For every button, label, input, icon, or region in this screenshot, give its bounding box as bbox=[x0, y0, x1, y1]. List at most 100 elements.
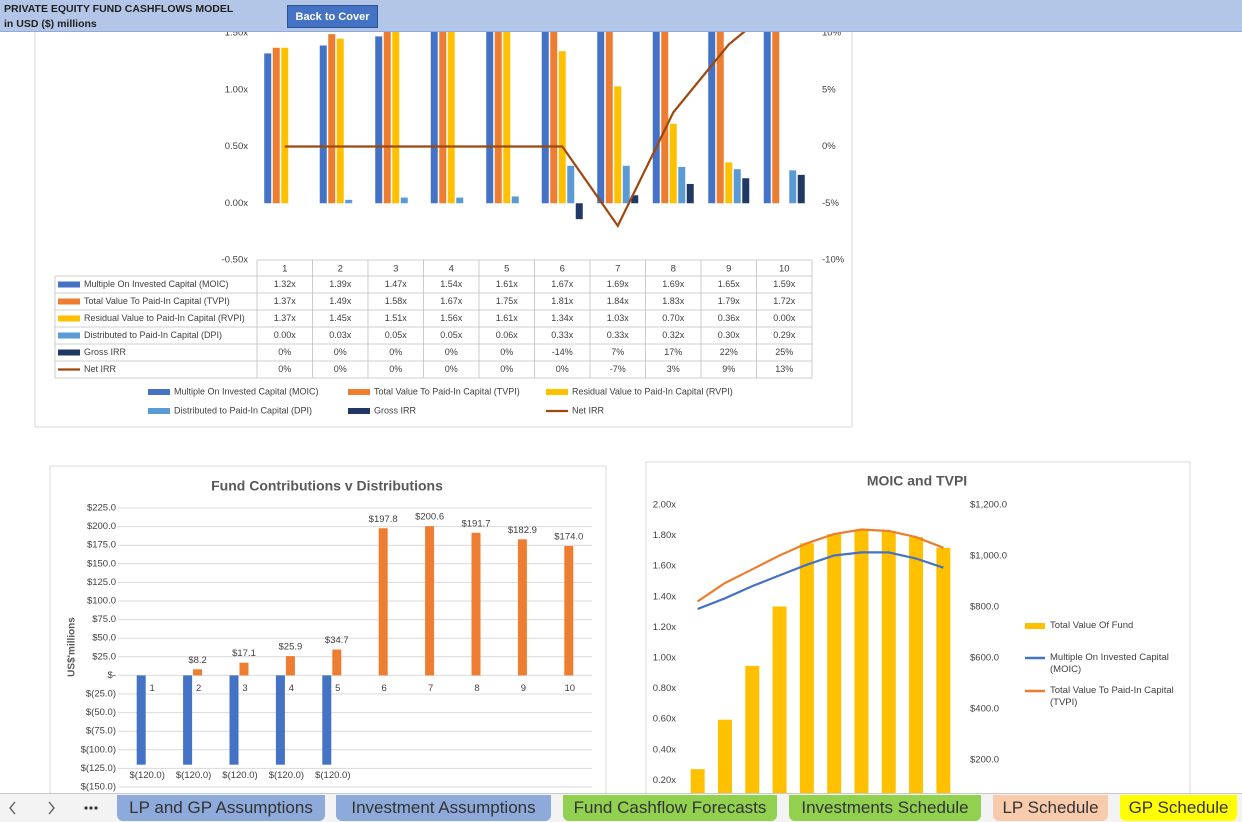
y-tick-label: 1.20x bbox=[653, 622, 676, 633]
table-cell: 9% bbox=[722, 364, 735, 374]
y-tick-label: $- bbox=[108, 670, 116, 681]
table-cell: -7% bbox=[610, 364, 626, 374]
y-tick-label: $50.0 bbox=[92, 633, 116, 644]
bar bbox=[439, 13, 447, 204]
bar bbox=[716, 0, 724, 204]
more-sheets[interactable] bbox=[84, 806, 98, 810]
table-cell: 1.61x bbox=[496, 279, 519, 289]
table-row-label: Multiple On Invested Capital (MOIC) bbox=[84, 279, 229, 289]
table-cell: 0% bbox=[500, 347, 513, 357]
y-tick-label: 0.00x bbox=[225, 198, 248, 209]
legend-key bbox=[148, 389, 170, 395]
y-tick-label: $(100.0) bbox=[81, 744, 116, 755]
table-header: 5 bbox=[504, 264, 509, 275]
data-label: $(120.0) bbox=[315, 770, 350, 781]
sheet-tab[interactable]: Fund Cashflow Forecasts bbox=[563, 795, 777, 821]
bar bbox=[281, 47, 289, 204]
legend-label: Total Value To Paid-In Capital (TVPI) bbox=[374, 386, 520, 396]
bar bbox=[789, 170, 797, 204]
data-label: $197.8 bbox=[369, 514, 398, 525]
table-cell: 1.75x bbox=[496, 296, 519, 306]
table-cell: 0.36x bbox=[718, 313, 741, 323]
y-tick-label: 0.50x bbox=[225, 141, 248, 152]
table-cell: 17% bbox=[664, 347, 682, 357]
bar bbox=[686, 183, 694, 204]
y2-tick-label: -5% bbox=[822, 198, 839, 209]
table-cell: 1.56x bbox=[440, 313, 463, 323]
bar bbox=[383, 23, 391, 204]
table-header: 2 bbox=[338, 264, 343, 275]
table-header: 9 bbox=[726, 264, 731, 275]
table-header: 7 bbox=[615, 264, 620, 275]
bar bbox=[745, 665, 760, 811]
y2-tick-label: $400.0 bbox=[970, 704, 999, 715]
prev-sheet[interactable] bbox=[9, 801, 16, 815]
legend-label: Net IRR bbox=[572, 405, 605, 415]
bar bbox=[345, 199, 353, 204]
y-tick-label: $(75.0) bbox=[86, 726, 116, 737]
y-tick-label: 1.60x bbox=[653, 561, 676, 572]
x-tick-label: 9 bbox=[521, 683, 526, 694]
table-cell: 22% bbox=[720, 347, 738, 357]
table-cell: 1.49x bbox=[329, 296, 352, 306]
bar bbox=[881, 531, 896, 811]
table-cell: 0% bbox=[278, 364, 291, 374]
bar bbox=[336, 38, 344, 204]
legend-label: Multiple On Invested Capital (MOIC) bbox=[1050, 652, 1169, 675]
x-tick-label: 8 bbox=[474, 683, 479, 694]
table-cell: 1.72x bbox=[773, 296, 796, 306]
y2-tick-label: $800.0 bbox=[970, 602, 999, 613]
bar bbox=[763, 22, 771, 204]
back-button[interactable]: Back to Cover bbox=[287, 5, 378, 28]
bar bbox=[264, 53, 272, 204]
data-label: $25.9 bbox=[279, 642, 303, 653]
legend-key bbox=[348, 389, 370, 395]
sheet-tab[interactable]: GP Schedule bbox=[1120, 795, 1237, 821]
legend-label: Gross IRR bbox=[374, 405, 417, 415]
bar bbox=[799, 543, 814, 811]
line bbox=[696, 528, 944, 603]
table-cell: 0.03x bbox=[329, 330, 352, 340]
table-cell: 1.39x bbox=[329, 279, 352, 289]
table-cell: 13% bbox=[775, 364, 793, 374]
table-header: 6 bbox=[560, 264, 565, 275]
table-cell: 1.84x bbox=[607, 296, 630, 306]
sheet-tab[interactable]: LP and GP Assumptions bbox=[117, 795, 325, 821]
legend-key bbox=[148, 408, 170, 414]
table-key bbox=[58, 298, 80, 305]
bar bbox=[772, 606, 787, 811]
sheet-tab[interactable]: Investment Assumptions bbox=[336, 795, 551, 821]
table-cell: 0% bbox=[556, 364, 569, 374]
y2-tick-label: 5% bbox=[822, 84, 836, 95]
table-cell: 0% bbox=[445, 347, 458, 357]
bar bbox=[425, 526, 435, 676]
legend-label: Multiple On Invested Capital (MOIC) bbox=[174, 386, 319, 396]
x-tick-label: 2 bbox=[196, 683, 201, 694]
tab-nav bbox=[9, 801, 98, 815]
table-cell: 1.47x bbox=[385, 279, 408, 289]
x-tick-label: 4 bbox=[289, 683, 294, 694]
table-cell: 0% bbox=[500, 364, 513, 374]
bar bbox=[400, 197, 408, 204]
next-sheet[interactable] bbox=[48, 801, 55, 815]
table-cell: 0.05x bbox=[440, 330, 463, 340]
table-cell: 1.81x bbox=[551, 296, 574, 306]
bar bbox=[575, 203, 583, 220]
table-cell: 1.67x bbox=[440, 296, 463, 306]
bar bbox=[430, 28, 438, 204]
bar bbox=[503, 20, 511, 204]
sheet-tab[interactable]: Investments Schedule bbox=[789, 795, 981, 821]
table-cell: 1.51x bbox=[385, 313, 408, 323]
table-cell: 1.67x bbox=[551, 279, 574, 289]
data-label: $200.6 bbox=[415, 512, 444, 523]
data-label: $(120.0) bbox=[269, 770, 304, 781]
bar bbox=[275, 675, 285, 765]
table-cell: 0.33x bbox=[551, 330, 574, 340]
y-tick-label: $(125.0) bbox=[81, 763, 116, 774]
table-cell: 0% bbox=[334, 364, 347, 374]
table-cell: 0% bbox=[389, 347, 402, 357]
table-cell: 1.34x bbox=[551, 313, 574, 323]
sheet-tab[interactable]: LP Schedule bbox=[993, 795, 1108, 821]
